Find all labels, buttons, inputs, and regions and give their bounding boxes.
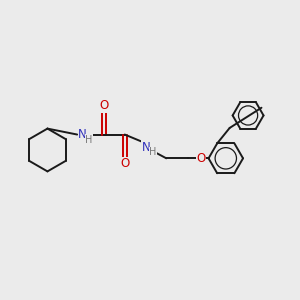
Text: N: N [142, 140, 151, 154]
Text: O: O [120, 157, 129, 170]
Text: N: N [78, 128, 87, 141]
Text: O: O [99, 99, 109, 112]
Text: H: H [85, 135, 93, 145]
Text: H: H [149, 147, 156, 157]
Text: O: O [99, 99, 109, 112]
Text: H: H [149, 147, 156, 157]
Text: O: O [196, 152, 206, 165]
Text: O: O [120, 157, 129, 170]
Text: O: O [196, 152, 206, 165]
Text: H: H [85, 135, 93, 145]
Text: N: N [142, 140, 151, 154]
Text: N: N [78, 128, 87, 141]
